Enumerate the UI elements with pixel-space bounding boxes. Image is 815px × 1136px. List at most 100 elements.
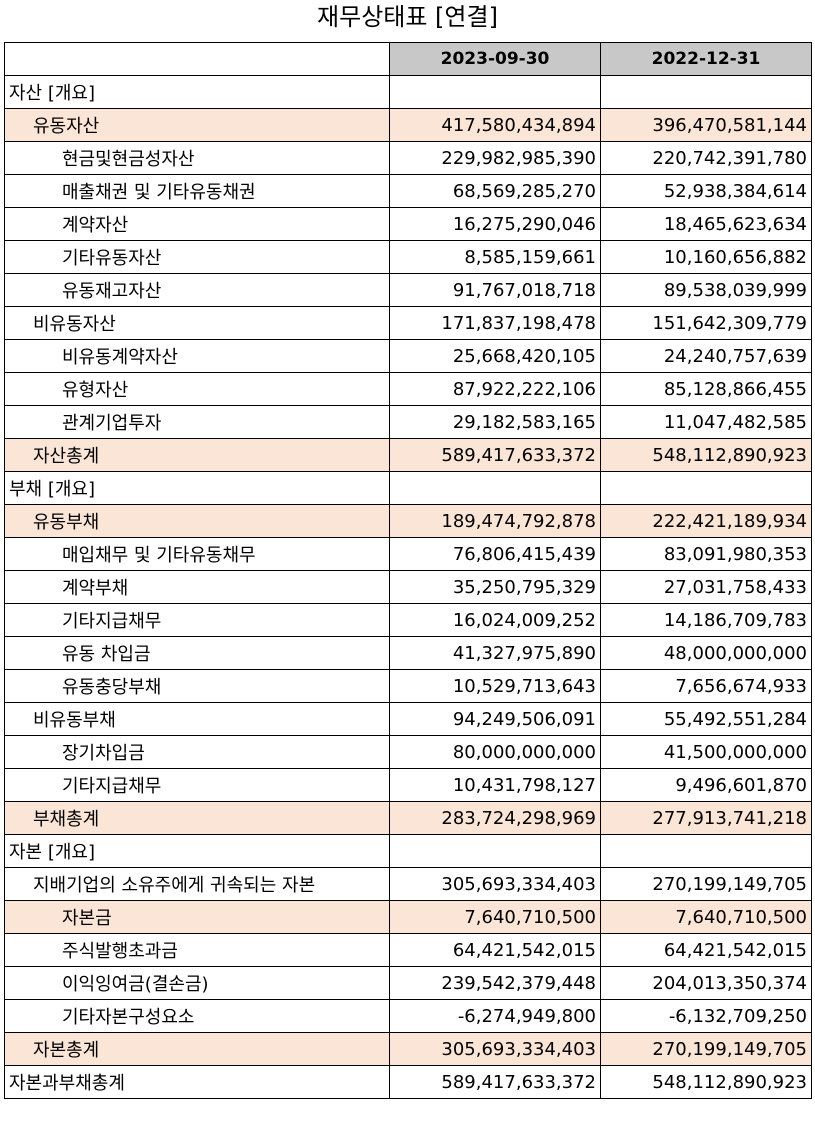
value-prior: 204,013,350,374 (600, 966, 812, 1000)
row-label: 자산 [개요] (4, 75, 390, 109)
value-current: 76,806,415,439 (389, 537, 601, 571)
table-row: 유동 차입금 41,327,975,890 48,000,000,000 (4, 636, 812, 670)
row-label: 자본과부채총계 (4, 1065, 390, 1099)
table-row: 유동재고자산 91,767,018,718 89,538,039,999 (4, 273, 812, 307)
value-prior: 548,112,890,923 (600, 438, 812, 472)
value-current: 189,474,792,878 (389, 504, 601, 538)
table-row: 장기차입금 80,000,000,000 41,500,000,000 (4, 735, 812, 769)
row-label: 계약자산 (4, 207, 390, 241)
value-prior: 27,031,758,433 (600, 570, 812, 604)
value-current: 239,542,379,448 (389, 966, 601, 1000)
header-period-prior: 2022-12-31 (600, 42, 812, 76)
row-label: 유동자산 (4, 108, 390, 142)
row-label: 비유동계약자산 (4, 339, 390, 373)
value-current: 10,529,713,643 (389, 669, 601, 703)
value-current: 41,327,975,890 (389, 636, 601, 670)
row-label: 비유동자산 (4, 306, 390, 340)
value-prior: 7,656,674,933 (600, 669, 812, 703)
table-row: 주식발행초과금 64,421,542,015 64,421,542,015 (4, 933, 812, 967)
value-current: 16,275,290,046 (389, 207, 601, 241)
value-current: 35,250,795,329 (389, 570, 601, 604)
value-prior: 85,128,866,455 (600, 372, 812, 406)
balance-sheet-table: 2023-09-30 2022-12-31 자산 [개요] 유동자산 417,580… (4, 42, 812, 1099)
value-prior (600, 471, 812, 505)
value-prior: 18,465,623,634 (600, 207, 812, 241)
table-row: 부채총계 283,724,298,969 277,913,741,218 (4, 801, 812, 835)
row-label: 유동 차입금 (4, 636, 390, 670)
value-current: 283,724,298,969 (389, 801, 601, 835)
value-prior: 396,470,581,144 (600, 108, 812, 142)
value-prior: 9,496,601,870 (600, 768, 812, 802)
value-current: 10,431,798,127 (389, 768, 601, 802)
value-current: 16,024,009,252 (389, 603, 601, 637)
row-label: 유동부채 (4, 504, 390, 538)
value-current: 29,182,583,165 (389, 405, 601, 439)
table-row: 비유동계약자산 25,668,420,105 24,240,757,639 (4, 339, 812, 373)
table-row: 부채 [개요] (4, 471, 812, 505)
value-current: 305,693,334,403 (389, 1032, 601, 1066)
row-label: 자본총계 (4, 1032, 390, 1066)
row-label: 기타지급채무 (4, 768, 390, 802)
value-prior: 270,199,149,705 (600, 1032, 812, 1066)
value-current: 87,922,222,106 (389, 372, 601, 406)
value-current: -6,274,949,800 (389, 999, 601, 1033)
table-row: 매입채무 및 기타유동채무 76,806,415,439 83,091,980,35… (4, 537, 812, 571)
value-prior: 11,047,482,585 (600, 405, 812, 439)
value-current: 8,585,159,661 (389, 240, 601, 274)
header-period-current: 2023-09-30 (389, 42, 601, 76)
value-prior: 151,642,309,779 (600, 306, 812, 340)
table-header-row: 2023-09-30 2022-12-31 (4, 42, 812, 76)
row-label: 관계기업투자 (4, 405, 390, 439)
value-prior: 48,000,000,000 (600, 636, 812, 670)
row-label: 부채총계 (4, 801, 390, 835)
row-label: 매출채권 및 기타유동채권 (4, 174, 390, 208)
page-title: 재무상태표 [연결] (317, 3, 498, 31)
value-prior: 7,640,710,500 (600, 900, 812, 934)
value-prior: 55,492,551,284 (600, 702, 812, 736)
value-current: 94,249,506,091 (389, 702, 601, 736)
table-row: 지배기업의 소유주에게 귀속되는 자본 305,693,334,403 270,19… (4, 867, 812, 901)
row-label: 매입채무 및 기타유동채무 (4, 537, 390, 571)
value-prior: 270,199,149,705 (600, 867, 812, 901)
table-row: 비유동자산 171,837,198,478 151,642,309,779 (4, 306, 812, 340)
table-row: 관계기업투자 29,182,583,165 11,047,482,585 (4, 405, 812, 439)
row-label: 기타지급채무 (4, 603, 390, 637)
row-label: 유동재고자산 (4, 273, 390, 307)
row-label: 자본 [개요] (4, 834, 390, 868)
row-label: 지배기업의 소유주에게 귀속되는 자본 (4, 867, 390, 901)
row-label: 기타자본구성요소 (4, 999, 390, 1033)
table-row: 계약부채 35,250,795,329 27,031,758,433 (4, 570, 812, 604)
row-label: 이익잉여금(결손금) (4, 966, 390, 1000)
value-prior (600, 75, 812, 109)
table-row: 기타자본구성요소 -6,274,949,800 -6,132,709,250 (4, 999, 812, 1033)
table-row: 자본총계 305,693,334,403 270,199,149,705 (4, 1032, 812, 1066)
value-current: 417,580,434,894 (389, 108, 601, 142)
value-prior: 83,091,980,353 (600, 537, 812, 571)
value-prior: 64,421,542,015 (600, 933, 812, 967)
row-label: 자산총계 (4, 438, 390, 472)
value-prior: 220,742,391,780 (600, 141, 812, 175)
value-current: 589,417,633,372 (389, 438, 601, 472)
table-row: 계약자산 16,275,290,046 18,465,623,634 (4, 207, 812, 241)
row-label: 기타유동자산 (4, 240, 390, 274)
value-prior: 89,538,039,999 (600, 273, 812, 307)
value-current: 91,767,018,718 (389, 273, 601, 307)
value-prior: 52,938,384,614 (600, 174, 812, 208)
row-label: 자본금 (4, 900, 390, 934)
value-current (389, 834, 601, 868)
value-prior: 277,913,741,218 (600, 801, 812, 835)
value-current: 68,569,285,270 (389, 174, 601, 208)
value-prior: -6,132,709,250 (600, 999, 812, 1033)
value-current (389, 75, 601, 109)
value-prior: 548,112,890,923 (600, 1065, 812, 1099)
table-row: 자본금 7,640,710,500 7,640,710,500 (4, 900, 812, 934)
value-prior: 10,160,656,882 (600, 240, 812, 274)
table-row: 자본과부채총계 589,417,633,372 548,112,890,923 (4, 1065, 812, 1099)
row-label: 계약부채 (4, 570, 390, 604)
row-label: 장기차입금 (4, 735, 390, 769)
table-row: 매출채권 및 기타유동채권 68,569,285,270 52,938,384,61… (4, 174, 812, 208)
row-label: 비유동부채 (4, 702, 390, 736)
value-prior: 41,500,000,000 (600, 735, 812, 769)
table-row: 이익잉여금(결손금) 239,542,379,448 204,013,350,374 (4, 966, 812, 1000)
row-label: 유동충당부채 (4, 669, 390, 703)
